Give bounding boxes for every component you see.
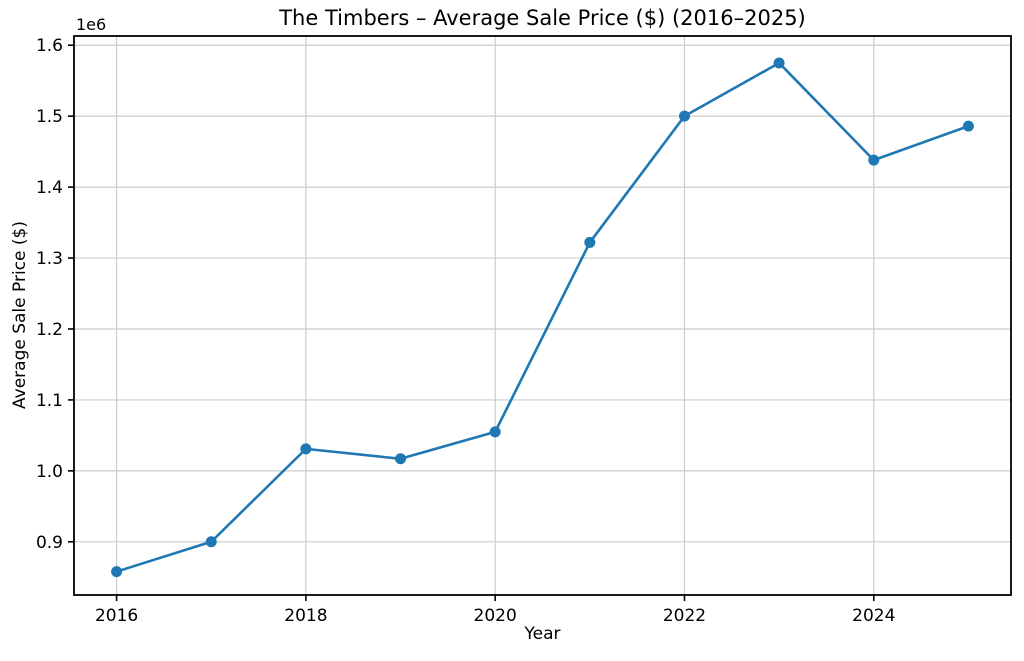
data-point-2020: [489, 426, 501, 438]
y-tick-label: 1.1: [36, 391, 63, 411]
data-point-2016: [111, 566, 123, 578]
data-point-2021: [584, 236, 596, 248]
y-tick-label: 1.2: [36, 320, 63, 340]
data-point-2024: [868, 154, 880, 166]
data-point-2023: [773, 57, 785, 69]
data-point-2019: [395, 453, 407, 465]
x-axis-label: Year: [524, 624, 561, 644]
x-tick-label: 2022: [663, 606, 706, 626]
price-line: [115, 61, 970, 573]
y-tick-label: 1.4: [36, 178, 63, 198]
plot-area-background: [74, 36, 1011, 595]
x-tick-label: 2016: [95, 606, 138, 626]
x-tick-label: 2018: [284, 606, 327, 626]
y-tick-label: 1.5: [36, 107, 63, 127]
y-tick-label: 1.0: [36, 462, 63, 482]
data-point-2025: [962, 120, 974, 132]
data-point-2022: [678, 110, 690, 122]
axes-spines: [73, 35, 1012, 596]
y-tick-label: 1.6: [36, 36, 63, 56]
y-tick-label: 0.9: [36, 533, 63, 553]
chart-title: The Timbers – Average Sale Price ($) (20…: [279, 6, 806, 30]
y-axis-offset-label: 1e6: [76, 15, 107, 34]
data-point-2017: [205, 536, 217, 548]
x-tick-label: 2020: [474, 606, 517, 626]
y-tick-label: 1.3: [36, 249, 63, 269]
data-point-2018: [300, 443, 312, 455]
x-tick-label: 2024: [852, 606, 895, 626]
